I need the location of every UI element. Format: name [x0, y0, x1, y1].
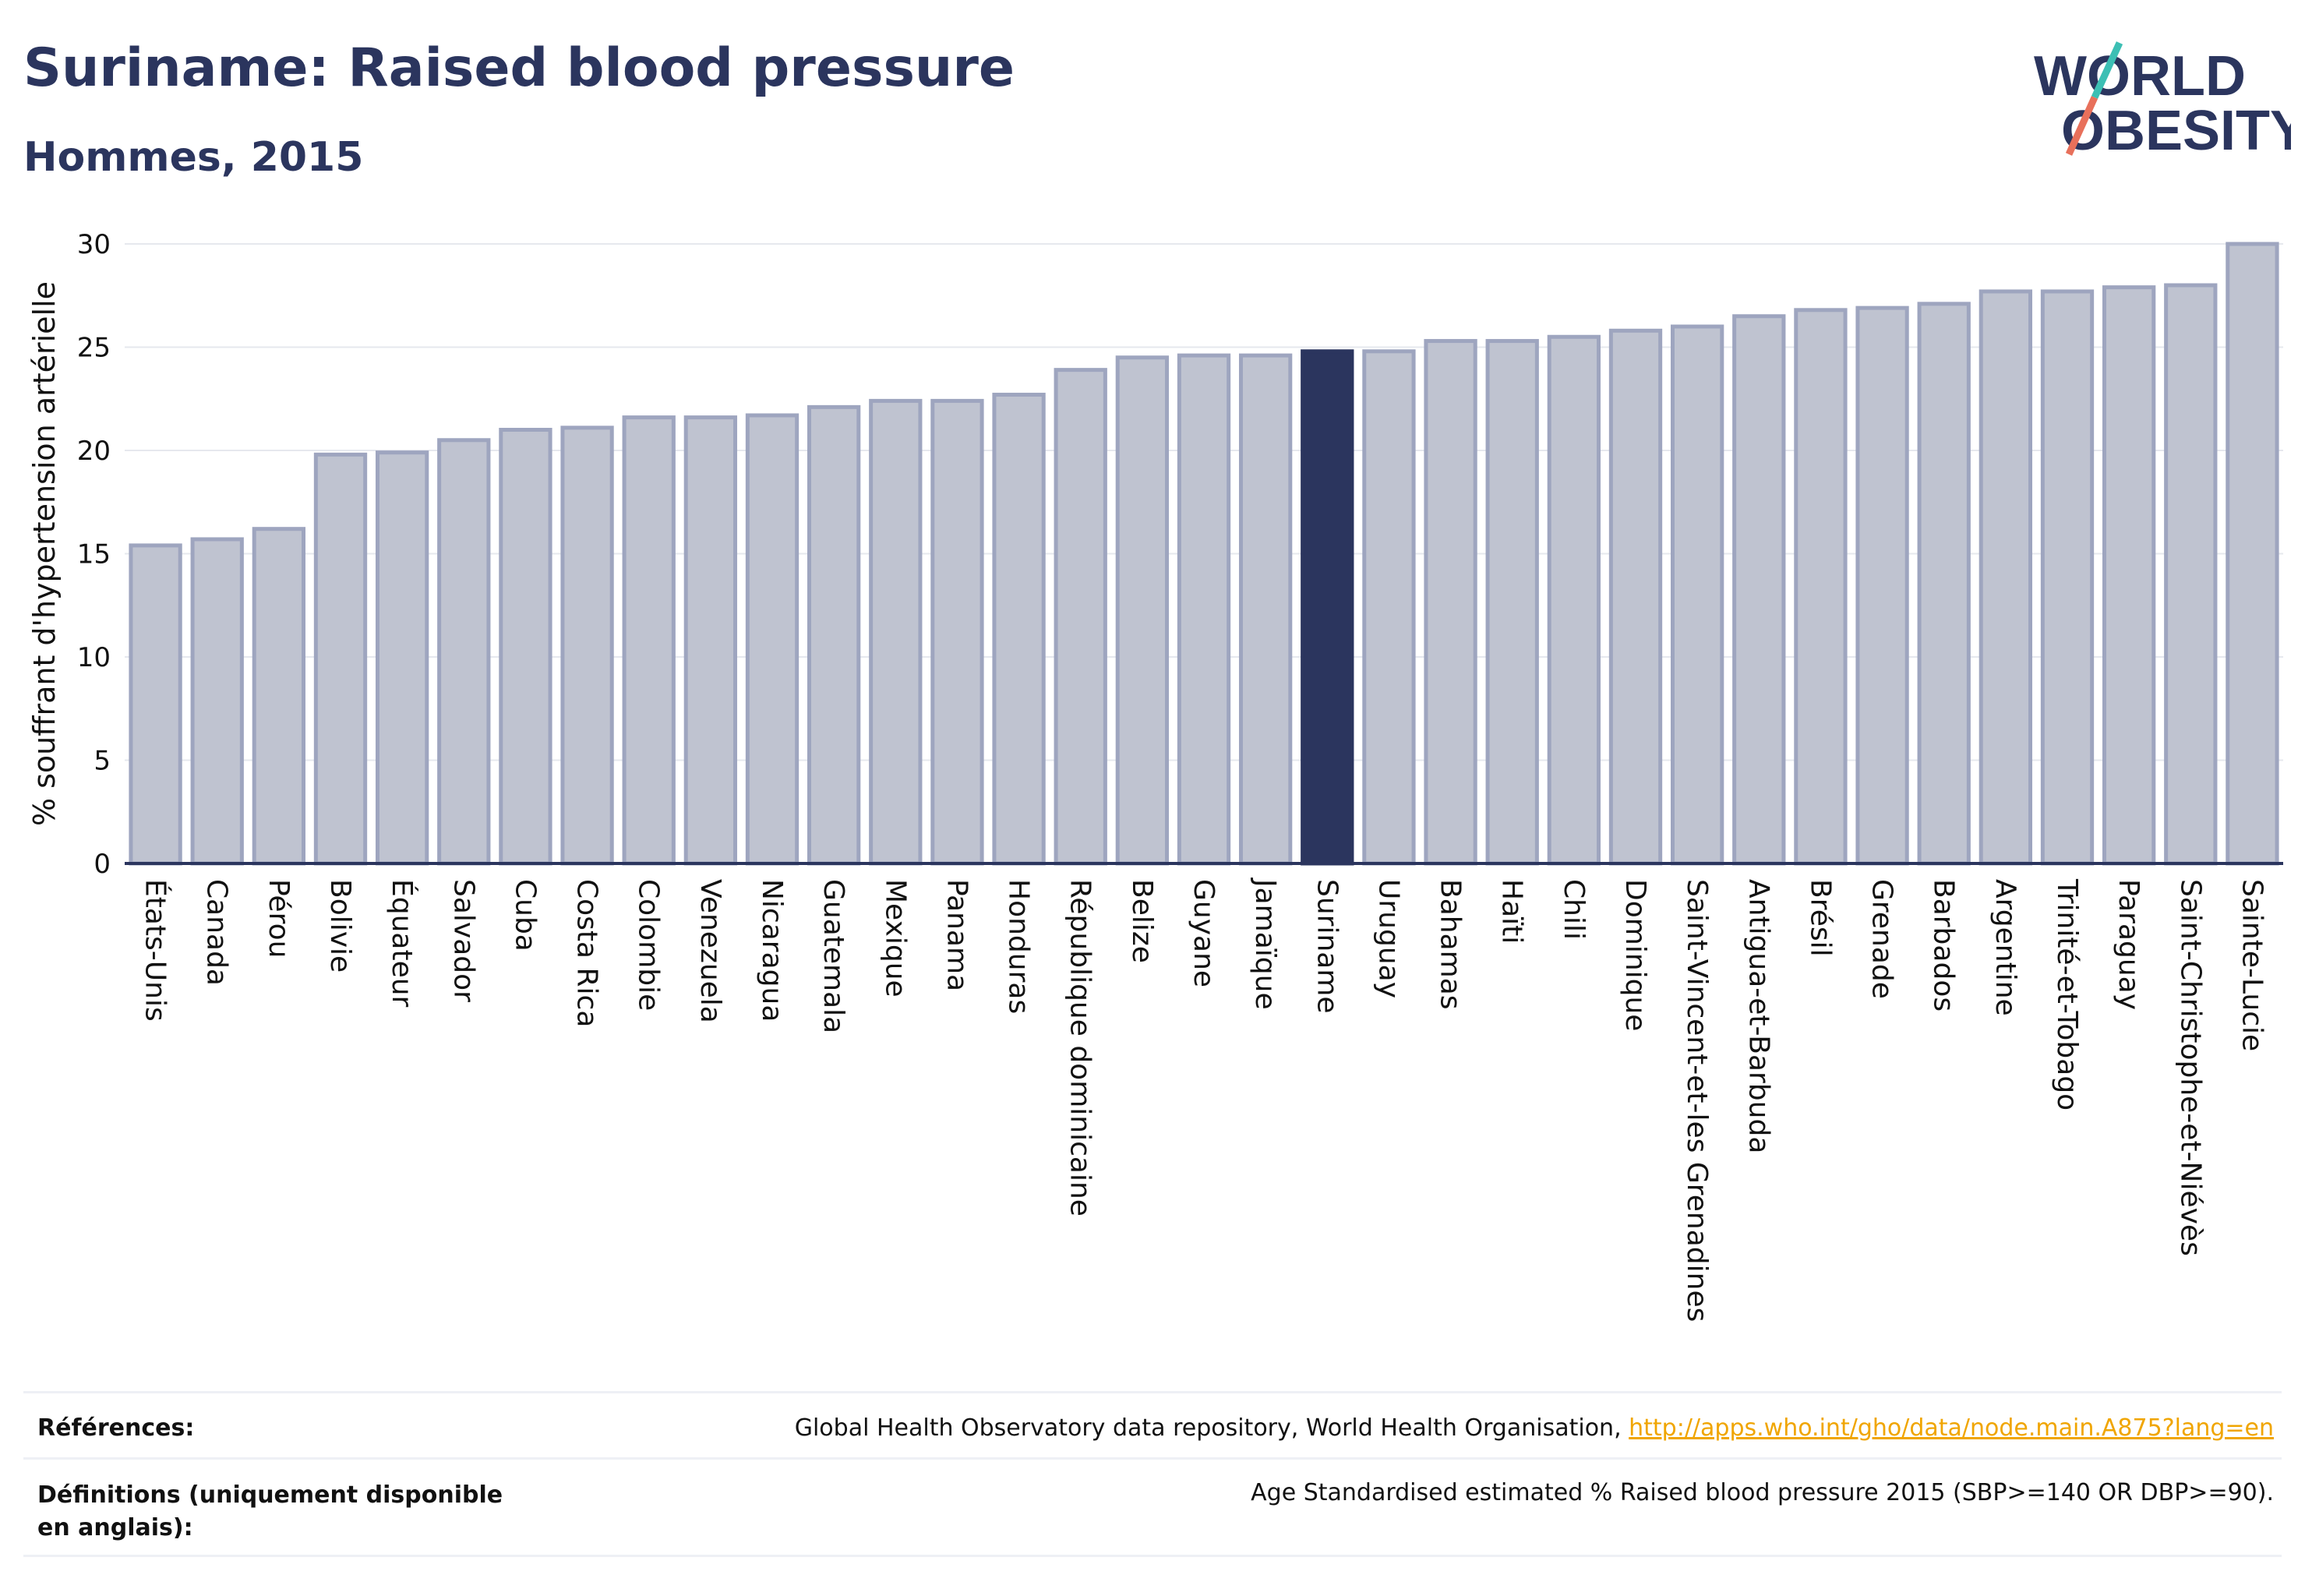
y-tick-label: 0: [94, 849, 111, 880]
x-tick-label: Haïti: [1496, 879, 1528, 944]
logo-word-obesity: OBESITY: [2061, 100, 2291, 162]
y-tick-label: 10: [77, 642, 111, 673]
bar: [1115, 355, 1170, 866]
x-tick-label: Colombie: [633, 879, 665, 1011]
x-tick-label: Belize: [1126, 879, 1158, 963]
references-link[interactable]: http://apps.who.int/gho/data/node.main.A…: [1629, 1414, 2274, 1442]
x-tick-label: Pérou: [263, 879, 295, 958]
bar: [745, 413, 800, 866]
x-tick-label: Panama: [941, 879, 972, 991]
bar: [2040, 289, 2095, 866]
logo-word-world: WORLD: [2034, 45, 2246, 108]
x-tick-label: Mexique: [879, 879, 911, 998]
bar: [375, 450, 429, 866]
x-tick-label: Dominique: [1619, 879, 1651, 1031]
x-tick-label: Suriname: [1311, 879, 1343, 1014]
bar: [930, 398, 984, 866]
bar: [499, 428, 552, 866]
x-tick-label: États-Unis: [139, 879, 172, 1022]
definitions-text: Age Standardised estimated % Raised bloo…: [1251, 1479, 2274, 1506]
x-tick-label: Argentine: [1989, 879, 2021, 1016]
bar: [807, 404, 861, 866]
bar: [683, 415, 738, 866]
footer-divider-top: [23, 1391, 2282, 1393]
x-tick-label: Saint-Vincent-et-les Grenadines: [1681, 879, 1713, 1322]
x-tick-label: République dominicaine: [1064, 879, 1096, 1216]
logo-slash-coral: [2065, 96, 2099, 156]
bar: [622, 415, 676, 866]
x-tick-label: Bahamas: [1435, 879, 1467, 1010]
bar: [1547, 334, 1601, 866]
definitions-label: Définitions (uniquement disponible en an…: [37, 1481, 503, 1541]
bar: [1608, 328, 1663, 866]
bar: [1301, 349, 1354, 866]
bar: [1177, 353, 1231, 866]
bar: [1670, 324, 1724, 866]
x-tick-label: Grenade: [1866, 879, 1898, 999]
y-tick-label: 30: [77, 229, 111, 260]
references-source: Global Health Observatory data repositor…: [794, 1414, 1629, 1442]
chart-subtitle: Hommes, 2015: [23, 134, 364, 181]
bar: [1054, 368, 1107, 866]
bar: [1424, 339, 1477, 866]
footer-divider-middle: [23, 1457, 2282, 1460]
bar: [869, 398, 923, 866]
x-tick-label: Trinité-et-Tobago: [2051, 878, 2083, 1110]
x-tick-label: Uruguay: [1372, 879, 1404, 998]
bar: [1978, 289, 2033, 866]
x-tick-label: Paraguay: [2113, 879, 2144, 1010]
x-tick-label: Canada: [201, 879, 233, 986]
bar: [992, 392, 1046, 866]
y-axis-label: % souffrant d'hypertension artérielle: [27, 281, 62, 826]
y-tick-label: 15: [77, 539, 111, 570]
x-tick-label: Honduras: [1003, 879, 1035, 1014]
references-label: Références:: [37, 1414, 195, 1442]
bar: [560, 425, 614, 866]
bar: [1362, 349, 1416, 866]
x-tick-label: Saint-Christophe-et-Niévès: [2174, 879, 2206, 1256]
bar: [1855, 305, 1909, 866]
x-tick-label: Guyane: [1188, 879, 1220, 987]
bar: [313, 452, 368, 866]
bar: [2102, 285, 2156, 866]
bar-chart: 0 5 10 15 20 25 30 % souffrant d'hypertension a…: [27, 229, 2283, 1322]
x-tick-label: Chili: [1558, 879, 1590, 940]
x-tick-label: Équateur: [386, 879, 418, 1008]
references-text: Global Health Observatory data repositor…: [795, 1414, 2274, 1442]
x-tick-label: Salvador: [447, 879, 479, 1002]
y-tick-label: 5: [94, 746, 111, 777]
world-obesity-logo: WORLD OBESITY: [2034, 41, 2291, 162]
bar: [252, 527, 306, 866]
chart-title: Suriname: Raised blood pressure: [23, 37, 1015, 99]
bar: [1732, 314, 1786, 866]
x-tick-label: Guatemala: [817, 879, 849, 1033]
x-tick-label: Antigua-et-Barbuda: [1742, 879, 1774, 1153]
y-tick-label: 25: [77, 333, 111, 364]
bar: [1917, 302, 1971, 866]
y-tick-label: 20: [77, 436, 111, 467]
bar: [437, 438, 491, 866]
x-tick-label: Bolivie: [324, 879, 356, 973]
x-tick-label: Brésil: [1804, 879, 1836, 957]
footer-divider-bottom: [23, 1555, 2282, 1557]
x-tick-label: Nicaragua: [756, 879, 788, 1022]
x-tick-label: Costa Rica: [571, 879, 603, 1027]
logo-slash-teal: [2091, 41, 2123, 99]
x-tick-label: Barbados: [1928, 879, 1960, 1012]
bar: [2164, 283, 2218, 866]
x-tick-label: Jamaïque: [1249, 877, 1281, 1010]
bar: [1485, 339, 1539, 866]
bar: [129, 543, 182, 866]
bar: [2226, 242, 2279, 866]
bar: [1794, 308, 1848, 866]
bar: [190, 537, 244, 866]
x-tick-label: Venezuela: [694, 879, 726, 1023]
x-tick-label: Sainte-Lucie: [2236, 879, 2268, 1051]
bar: [1238, 353, 1293, 866]
x-tick-label: Cuba: [509, 879, 541, 952]
